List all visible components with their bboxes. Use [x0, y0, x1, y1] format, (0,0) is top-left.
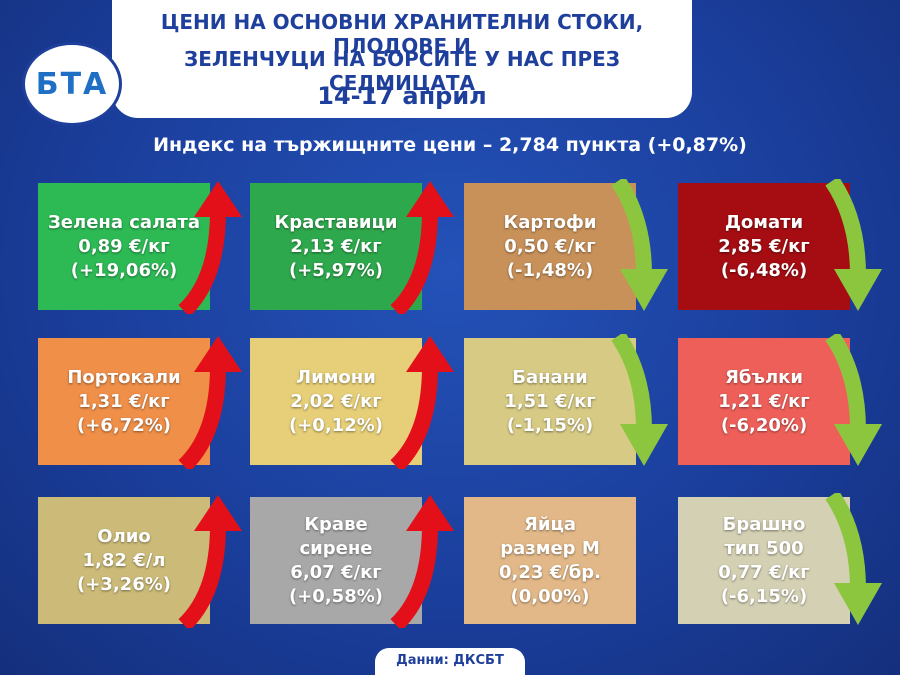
price: 1,82 €/л	[82, 549, 166, 571]
price-card: Зелена салата 0,89 €/кг (+19,06%)	[38, 183, 210, 310]
arrow-head	[194, 495, 242, 531]
arrow-head	[194, 336, 242, 372]
price: 2,13 €/кг	[290, 235, 382, 257]
price-card: Портокали 1,31 €/кг (+6,72%)	[38, 338, 210, 465]
product-name: Яйца	[524, 513, 576, 535]
trend-arrow	[611, 334, 668, 466]
change: (-6,15%)	[720, 585, 808, 607]
price: 1,51 €/кг	[504, 390, 596, 412]
trend-arrow	[178, 495, 242, 628]
price: 2,02 €/кг	[290, 390, 382, 412]
trend-arrow	[178, 336, 242, 469]
product-name: Краве	[304, 513, 368, 535]
arrow-shaft	[178, 524, 226, 628]
price: 2,85 €/кг	[718, 235, 810, 257]
trend-arrow	[390, 495, 454, 628]
price-card: Ябълки 1,21 €/кг (-6,20%)	[678, 338, 850, 465]
trend-arrow	[825, 179, 882, 311]
product-name: Лимони	[296, 366, 376, 388]
price-card: Домати 2,85 €/кг (-6,48%)	[678, 183, 850, 310]
product-name: Ябълки	[725, 366, 803, 388]
price-card: Яйца размер М 0,23 €/бр. (0,00%)	[464, 497, 636, 624]
arrow-shaft	[825, 334, 866, 431]
footer: Данни: ДКСБТ	[375, 648, 525, 675]
change: (-6,48%)	[720, 259, 808, 281]
product-name: Банани	[512, 366, 588, 388]
price-card: Брашно тип 500 0,77 €/кг (-6,15%)	[678, 497, 850, 624]
product-name: Портокали	[67, 366, 181, 388]
change: (+5,97%)	[289, 259, 383, 281]
price: 6,07 €/кг	[290, 561, 382, 583]
arrow-head	[406, 336, 454, 372]
title-line: ЗЕЛЕНЧУЦИ НА БОРСИТЕ У НАС ПРЕЗ СЕДМИЦАТ…	[184, 47, 620, 95]
price-card: Картофи 0,50 €/кг (-1,48%)	[464, 183, 636, 310]
product-name: Олио	[97, 525, 151, 547]
arrow-head	[620, 424, 668, 466]
change: (+6,72%)	[77, 414, 171, 436]
product-name: Краставици	[274, 211, 398, 233]
price: 0,89 €/кг	[78, 235, 170, 257]
header-box: ЦЕНИ НА ОСНОВНИ ХРАНИТЕЛНИ СТОКИ, ПЛОДОВ…	[112, 0, 692, 118]
change: (-1,48%)	[506, 259, 594, 281]
change: (+0,58%)	[289, 585, 383, 607]
trend-arrow	[825, 334, 882, 466]
product-name: размер М	[500, 537, 600, 559]
product-name: Брашно	[722, 513, 806, 535]
product-name: тип 500	[724, 537, 804, 559]
arrow-head	[620, 269, 668, 311]
arrow-shaft	[178, 365, 226, 469]
arrow-head	[406, 181, 454, 217]
product-name: Картофи	[503, 211, 597, 233]
product-name: Домати	[724, 211, 804, 233]
date: 14-17 април	[317, 82, 487, 110]
logo: БТА	[22, 42, 122, 126]
price: 0,23 €/бр.	[498, 561, 602, 583]
change: (+19,06%)	[70, 259, 178, 281]
change: (+0,12%)	[289, 414, 383, 436]
product-name: Зелена салата	[48, 211, 200, 233]
trend-arrow	[390, 336, 454, 469]
arrow-shaft	[825, 179, 866, 276]
arrow-shaft	[825, 493, 866, 590]
arrow-head	[834, 583, 882, 625]
price: 0,50 €/кг	[504, 235, 596, 257]
change: (-6,20%)	[720, 414, 808, 436]
price-card: Краставици 2,13 €/кг (+5,97%)	[250, 183, 422, 310]
price-card: Лимони 2,02 €/кг (+0,12%)	[250, 338, 422, 465]
price: 0,77 €/кг	[718, 561, 810, 583]
change: (-1,15%)	[506, 414, 594, 436]
change: (0,00%)	[510, 585, 590, 607]
arrow-head	[406, 495, 454, 531]
product-name: сирене	[299, 537, 373, 559]
trend-arrow	[611, 179, 668, 311]
arrow-shaft	[611, 179, 652, 276]
price: 1,21 €/кг	[718, 390, 810, 412]
price: 1,31 €/кг	[78, 390, 170, 412]
change: (+3,26%)	[77, 573, 171, 595]
arrow-head	[194, 181, 242, 217]
index-line: Индекс на тържищните цени – 2,784 пункта…	[153, 134, 747, 156]
arrow-shaft	[611, 334, 652, 431]
arrow-head	[834, 424, 882, 466]
trend-arrow	[390, 181, 454, 314]
arrow-shaft	[390, 365, 438, 469]
price-card: Банани 1,51 €/кг (-1,15%)	[464, 338, 636, 465]
arrow-shaft	[390, 524, 438, 628]
arrow-head	[834, 269, 882, 311]
trend-arrow	[825, 493, 882, 625]
trend-arrow	[178, 181, 242, 314]
arrow-shaft	[390, 210, 438, 314]
title-line: ЦЕНИ НА ОСНОВНИ ХРАНИТЕЛНИ СТОКИ, ПЛОДОВ…	[160, 10, 644, 58]
arrow-shaft	[178, 210, 226, 314]
price-card: Краве сирене 6,07 €/кг (+0,58%)	[250, 497, 422, 624]
price-card: Олио 1,82 €/л (+3,26%)	[38, 497, 210, 624]
